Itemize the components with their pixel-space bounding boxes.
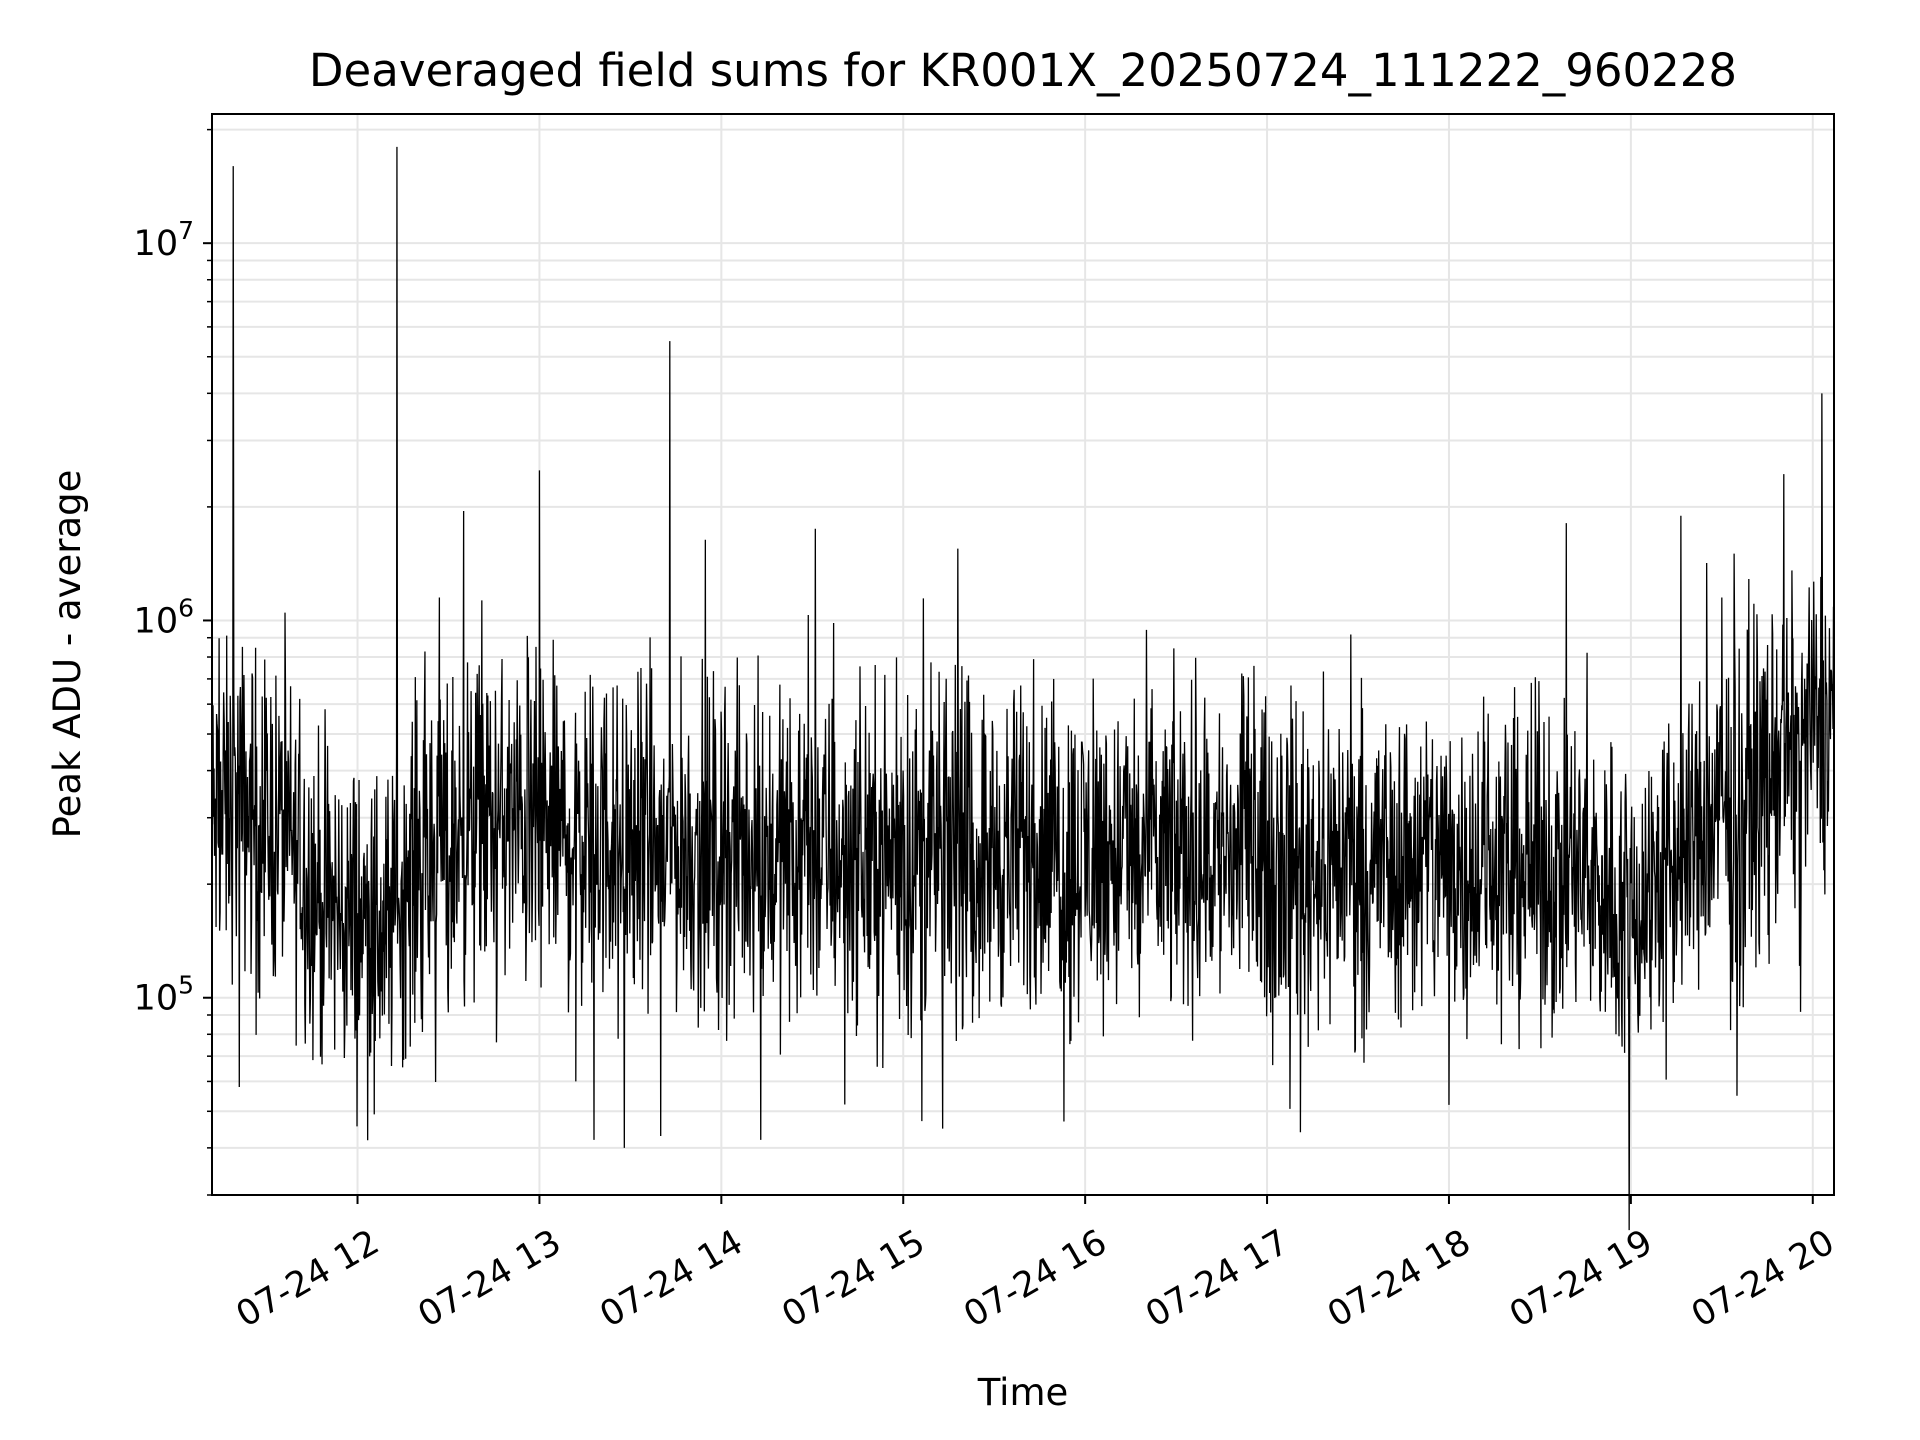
y-tick-label: 106	[134, 593, 194, 641]
x-axis-label: Time	[977, 1371, 1069, 1414]
x-tick-label: 07-24 14	[594, 1222, 750, 1335]
x-tick-label: 07-24 17	[1139, 1222, 1295, 1335]
y-tick-label: 105	[134, 971, 194, 1019]
x-tick-label: 07-24 15	[775, 1222, 931, 1335]
chart-title: Deaveraged field sums for KR001X_2025072…	[309, 44, 1737, 97]
x-axis: 07-24 12 07-24 13 07-24 14 07-24 15 07-24 16…	[230, 1195, 1841, 1336]
series-line	[211, 146, 1835, 1231]
plot-background	[212, 114, 1834, 1195]
x-tick-label: 07-24 12	[230, 1222, 386, 1335]
y-axis: 105 106 107	[134, 128, 212, 1196]
x-tick-label: 07-24 13	[412, 1222, 568, 1335]
x-tick-label: 07-24 16	[957, 1222, 1113, 1335]
y-axis-label: Peak ADU - average	[46, 470, 89, 839]
y-tick-label: 107	[134, 216, 194, 264]
plot-frame	[211, 113, 1835, 1196]
x-tick-label: 07-24 19	[1503, 1222, 1659, 1335]
series-path	[211, 146, 1835, 1231]
x-tick-label: 07-24 18	[1321, 1222, 1477, 1335]
x-tick-label: 07-24 20	[1685, 1222, 1841, 1335]
